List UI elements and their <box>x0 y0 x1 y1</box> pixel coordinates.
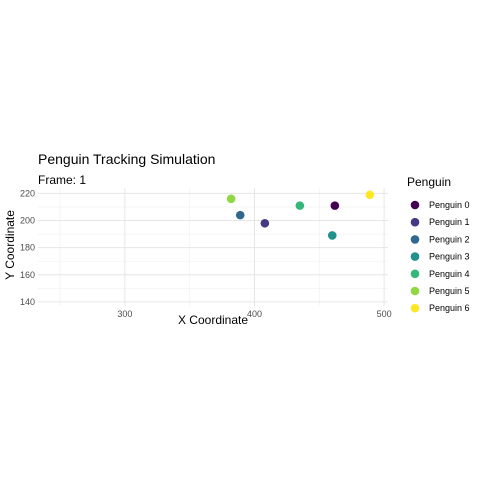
point-penguin-3 <box>327 231 337 240</box>
legend-key-penguin-6 <box>410 303 420 313</box>
legend-title: Penguin <box>407 175 451 189</box>
legend-label-penguin-4: Penguin 4 <box>429 269 470 279</box>
legend-key-penguin-2 <box>410 235 420 244</box>
chart-subtitle: Frame: 1 <box>38 173 86 187</box>
legend-key-penguin-5 <box>410 286 420 296</box>
y-tick-label: 160 <box>20 270 35 280</box>
legend-key-penguin-3 <box>410 252 420 261</box>
legend-item: Penguin 6 <box>410 303 470 313</box>
x-axis-title: X Coordinate <box>178 313 248 327</box>
point-penguin-0 <box>330 201 340 210</box>
legend-item: Penguin 3 <box>410 252 470 262</box>
x-tick-label: 400 <box>247 309 262 319</box>
legend-label-penguin-1: Penguin 1 <box>429 217 470 227</box>
point-penguin-6 <box>365 190 375 200</box>
legend-label-penguin-0: Penguin 0 <box>429 200 470 210</box>
point-penguin-1 <box>260 218 270 228</box>
y-tick-label: 200 <box>20 216 35 226</box>
legend-item: Penguin 2 <box>410 234 470 244</box>
y-tick-label: 140 <box>20 297 35 307</box>
legend-label-penguin-5: Penguin 5 <box>429 286 470 296</box>
x-tick-label: 500 <box>377 309 392 319</box>
legend-item: Penguin 5 <box>410 286 470 296</box>
y-axis-title: Y Coordinate <box>3 210 17 280</box>
legend-key-penguin-4 <box>410 269 420 279</box>
plot-area: 300 400 500 140 160 180 200 220 <box>20 188 392 319</box>
legend-label-penguin-2: Penguin 2 <box>429 234 470 244</box>
x-tick-label: 300 <box>117 309 132 319</box>
legend-label-penguin-6: Penguin 6 <box>429 303 470 313</box>
legend-item: Penguin 4 <box>410 269 470 279</box>
legend-key-penguin-1 <box>410 217 420 227</box>
legend-items: Penguin 0 Penguin 1 Penguin 2 Penguin 3 Peng… <box>410 200 470 313</box>
point-penguin-4 <box>295 201 305 210</box>
y-tick-label: 180 <box>20 243 35 253</box>
tick-labels: 300 400 500 140 160 180 200 220 <box>20 188 392 319</box>
data-points <box>226 190 375 240</box>
legend-item: Penguin 0 <box>410 200 470 210</box>
y-tick-label: 220 <box>20 188 35 198</box>
point-penguin-2 <box>235 210 245 220</box>
chart-title: Penguin Tracking Simulation <box>38 151 215 167</box>
legend-item: Penguin 1 <box>410 217 470 227</box>
legend-label-penguin-3: Penguin 3 <box>429 252 470 262</box>
point-penguin-5 <box>226 194 236 204</box>
legend-key-penguin-0 <box>410 200 420 210</box>
grid <box>38 188 388 306</box>
